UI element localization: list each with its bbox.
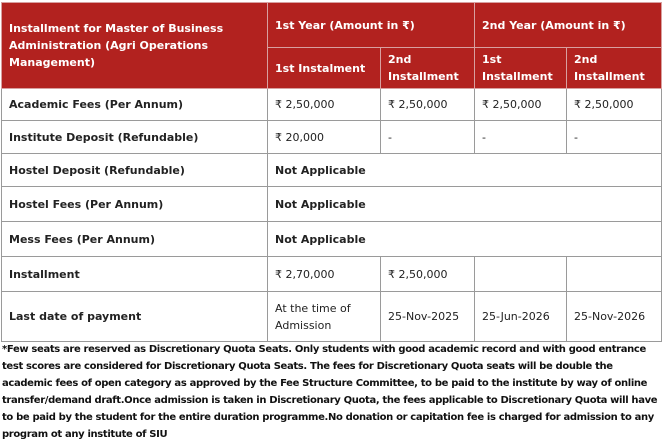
cell: ₹ 2,70,000	[267, 256, 381, 292]
row-label: Academic Fees (Per Annum)	[1, 88, 268, 121]
table-row: Hostel Deposit (Refundable) Not Applicab…	[1, 153, 662, 187]
row-label: Institute Deposit (Refundable)	[1, 120, 268, 154]
row-label: Installment	[1, 256, 268, 292]
table-row: Institute Deposit (Refundable) ₹ 20,000 …	[1, 120, 662, 154]
table-row: Hostel Fees (Per Annum) Not Applicable	[1, 186, 662, 222]
year1-header: 1st Year (Amount in ₹)	[267, 2, 475, 48]
cell: 25-Jun-2026	[474, 291, 567, 342]
y1-inst1-header: 1st Instalment	[267, 47, 381, 89]
row-label: Last date of payment	[1, 291, 268, 342]
cell: -	[474, 120, 567, 154]
cell: ₹ 2,50,000	[380, 256, 475, 292]
cell: 25-Nov-2025	[380, 291, 475, 342]
merged-cell: Not Applicable	[267, 221, 662, 257]
row-label: Hostel Fees (Per Annum)	[1, 186, 268, 222]
cell: ₹ 2,50,000	[566, 88, 662, 121]
year2-header: 2nd Year (Amount in ₹)	[474, 2, 662, 48]
cell: -	[380, 120, 475, 154]
table-row: Installment ₹ 2,70,000 ₹ 2,50,000	[1, 256, 662, 292]
cell	[474, 256, 567, 292]
merged-cell: Not Applicable	[267, 153, 662, 187]
y2-inst2-header: 2nd Installment	[566, 47, 662, 89]
cell: ₹ 20,000	[267, 120, 381, 154]
cell: ₹ 2,50,000	[474, 88, 567, 121]
y1-inst2-header: 2nd Installment	[380, 47, 475, 89]
table-row: Mess Fees (Per Annum) Not Applicable	[1, 221, 662, 257]
footnote: *Few seats are reserved as Discretionary…	[2, 344, 658, 440]
table-row: Academic Fees (Per Annum) ₹ 2,50,000 ₹ 2…	[1, 88, 662, 121]
fee-table: Installment for Master of Business Admin…	[1, 2, 662, 342]
merged-cell: Not Applicable	[267, 186, 662, 222]
cell: 25-Nov-2026	[566, 291, 662, 342]
cell: -	[566, 120, 662, 154]
cell: ₹ 2,50,000	[380, 88, 475, 121]
cell	[566, 256, 662, 292]
cell: ₹ 2,50,000	[267, 88, 381, 121]
row-label: Hostel Deposit (Refundable)	[1, 153, 268, 187]
program-header: Installment for Master of Business Admin…	[1, 2, 268, 89]
cell: At the time of Admission	[267, 291, 381, 342]
table-row: Last date of payment At the time of Admi…	[1, 291, 662, 342]
row-label: Mess Fees (Per Annum)	[1, 221, 268, 257]
y2-inst1-header: 1st Installment	[474, 47, 567, 89]
